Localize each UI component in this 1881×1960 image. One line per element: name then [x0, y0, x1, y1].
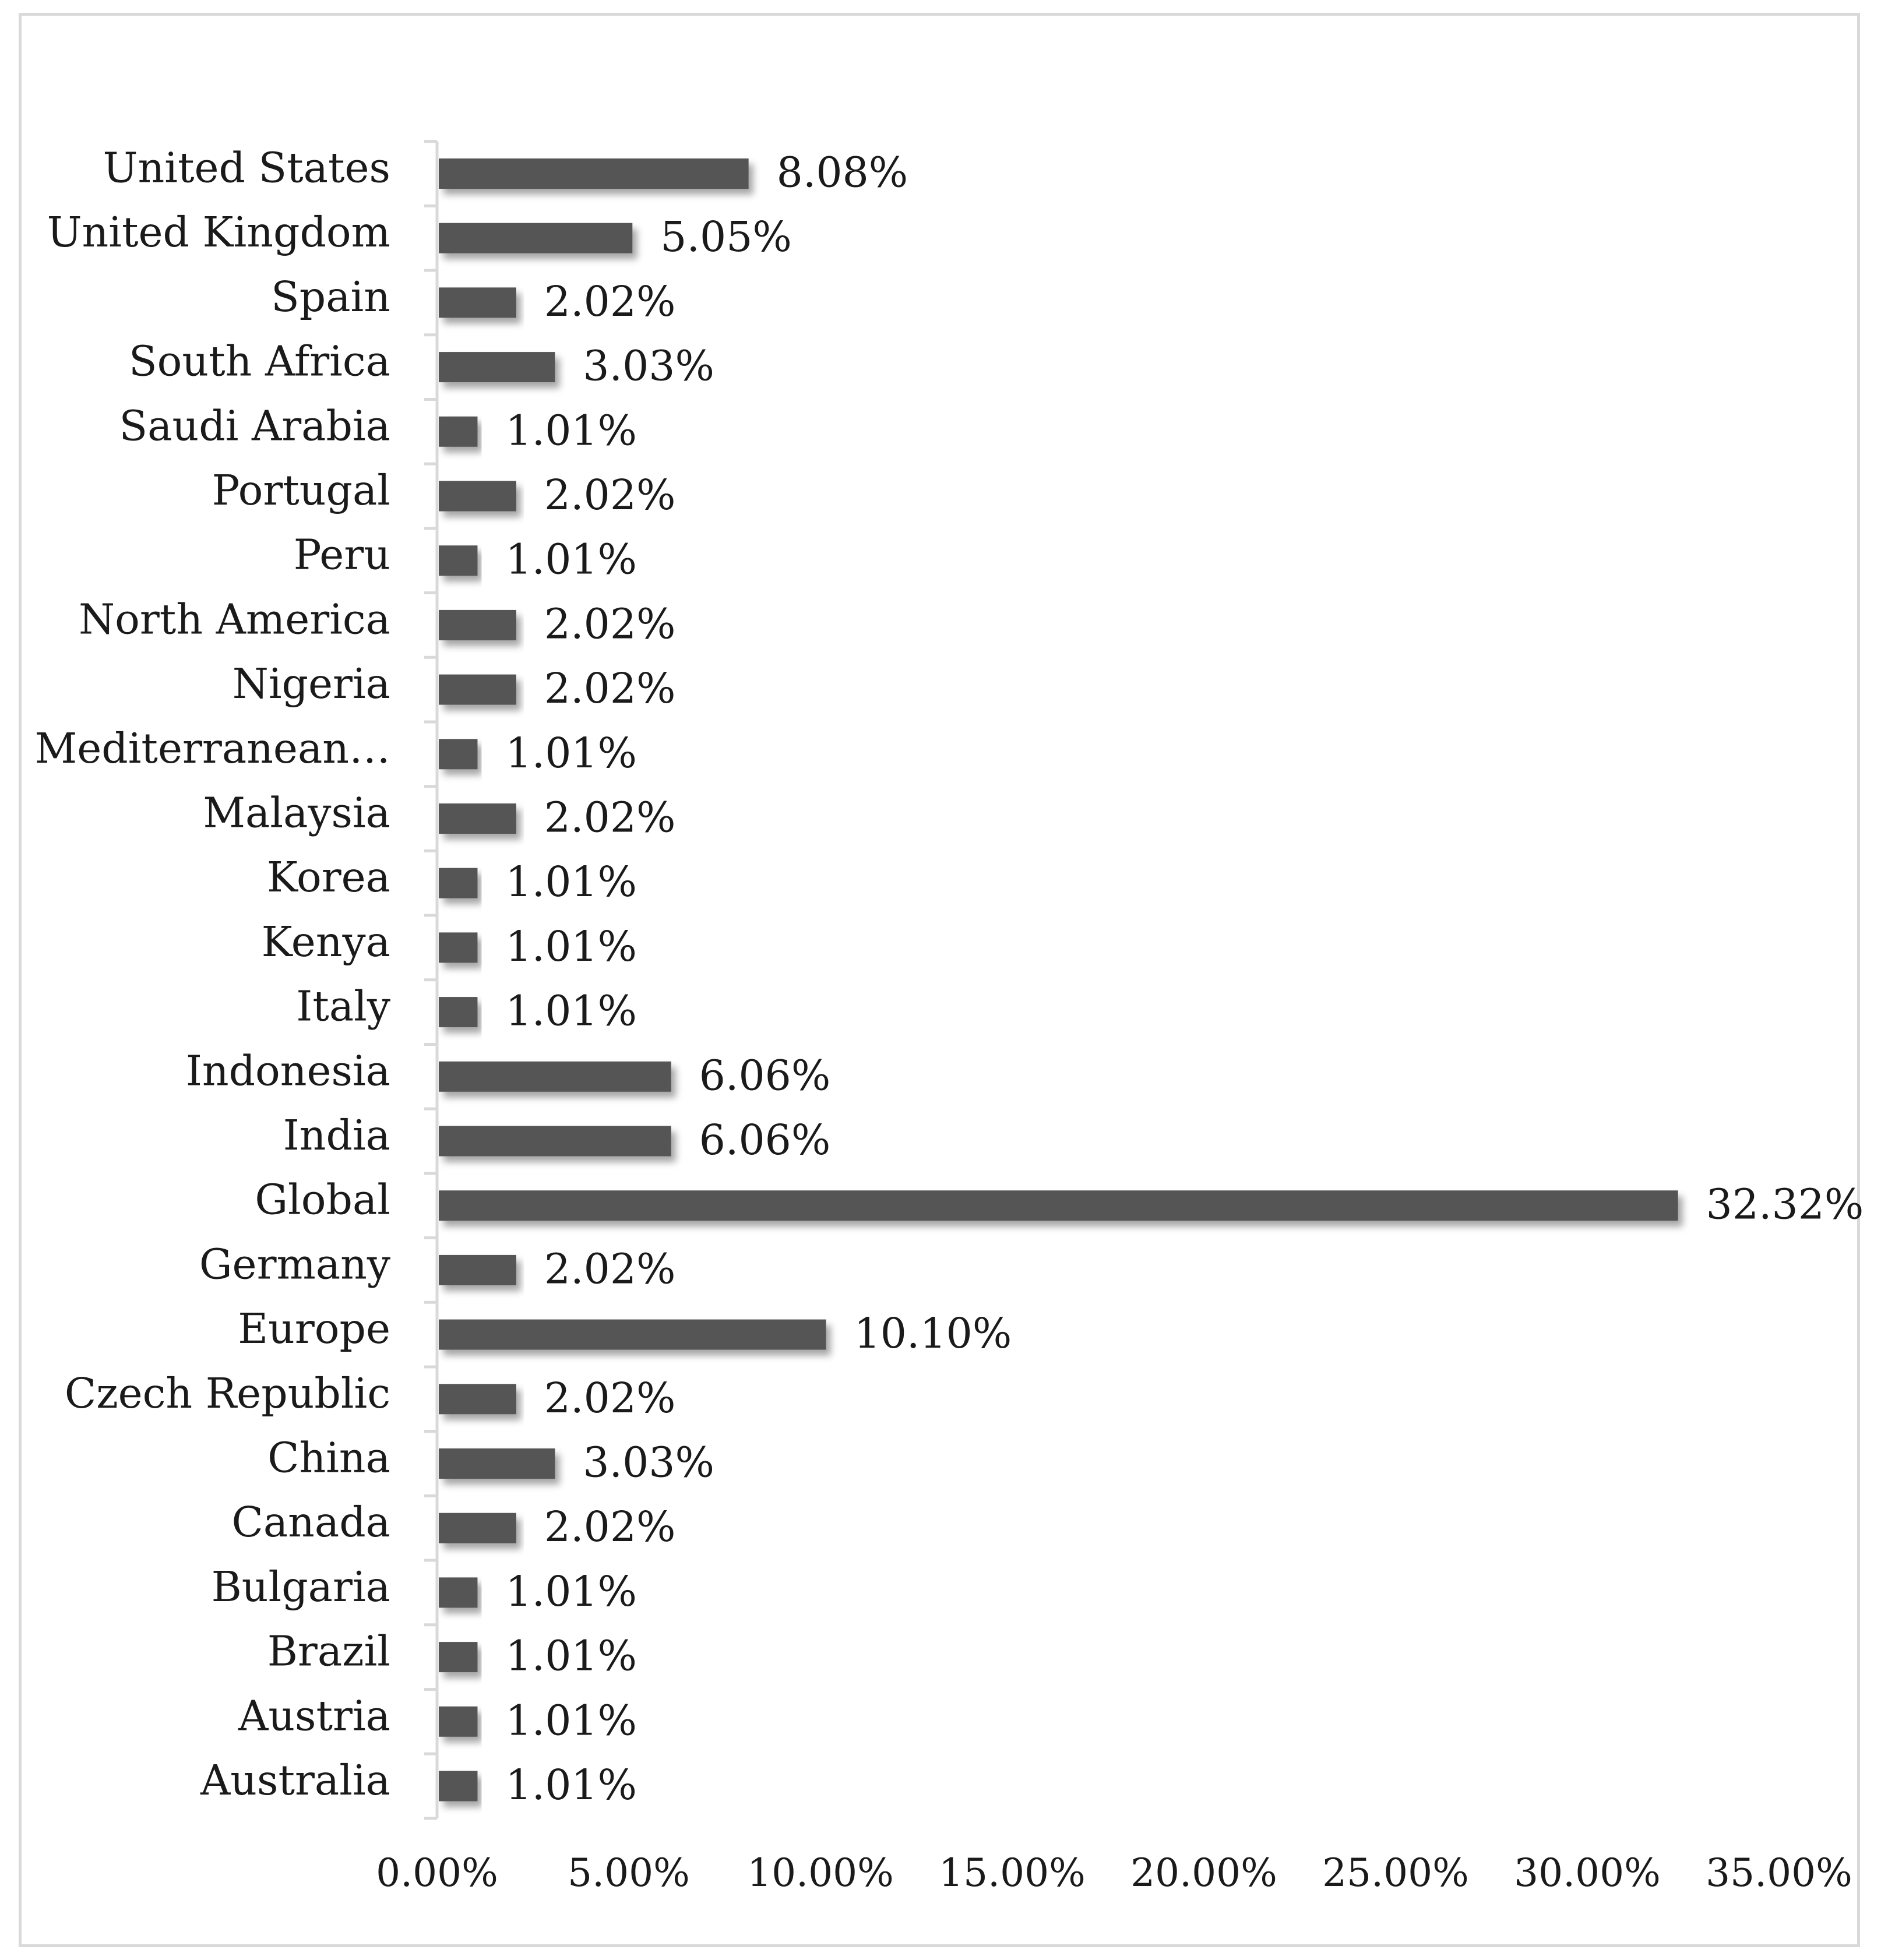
bar-south-africa: [439, 352, 555, 383]
category-label-global: Global: [255, 1176, 390, 1224]
bar-italy: [439, 997, 478, 1028]
x-tick-label: 30.00%: [1514, 1850, 1661, 1895]
category-label-kenya: Kenya: [262, 918, 390, 966]
data-label-austria: 1.01%: [505, 1696, 637, 1744]
x-tick-label: 35.00%: [1706, 1850, 1852, 1895]
data-label-australia: 1.01%: [505, 1761, 637, 1809]
bar-korea: [439, 868, 478, 898]
data-label-germany: 2.02%: [544, 1245, 676, 1293]
data-label-czech-republic: 2.02%: [544, 1374, 676, 1422]
bar-kenya: [439, 932, 478, 963]
bar-north-america: [439, 609, 516, 640]
category-label-australia: Australia: [200, 1756, 390, 1804]
category-label-spain: Spain: [271, 273, 390, 321]
category-label-saudi-arabia: Saudi Arabia: [119, 401, 390, 450]
data-label-nigeria: 2.02%: [544, 664, 676, 713]
bar-mediterranean: [439, 739, 478, 770]
category-label-peru: Peru: [294, 531, 390, 579]
x-tick-label: 20.00%: [1130, 1850, 1277, 1895]
category-label-united-kingdom: United Kingdom: [47, 208, 390, 256]
bar-global: [439, 1190, 1678, 1221]
data-label-italy: 1.01%: [505, 987, 637, 1035]
category-label-korea: Korea: [267, 853, 390, 901]
x-tick-label: 25.00%: [1322, 1850, 1469, 1895]
bar-indonesia: [439, 1061, 671, 1092]
data-label-canada: 2.02%: [544, 1503, 676, 1551]
bar-austria: [439, 1706, 478, 1737]
bar-malaysia: [439, 803, 516, 834]
bar-saudi-arabia: [439, 416, 478, 447]
x-tick-label: 15.00%: [939, 1850, 1086, 1895]
value-axis-ticks: 0.00% 5.00% 10.00% 15.00% 20.00% 25.00% 30.00%…: [376, 1850, 1852, 1895]
bar-peru: [439, 545, 478, 576]
data-label-europe: 10.10%: [854, 1309, 1012, 1358]
category-label-indonesia: Indonesia: [186, 1046, 390, 1095]
data-label-united-kingdom: 5.05%: [660, 213, 792, 261]
data-label-korea: 1.01%: [505, 858, 637, 906]
bar-australia: [439, 1771, 478, 1802]
data-label-spain: 2.02%: [544, 277, 676, 326]
bar-india: [439, 1126, 671, 1157]
data-label-malaysia: 2.02%: [544, 794, 676, 842]
data-label-saudi-arabia: 1.01%: [505, 406, 637, 454]
x-tick-label: 0.00%: [376, 1850, 498, 1895]
data-label-india: 6.06%: [699, 1116, 831, 1164]
data-label-brazil: 1.01%: [505, 1632, 637, 1680]
bar-brazil: [439, 1642, 478, 1673]
data-label-bulgaria: 1.01%: [505, 1567, 637, 1616]
category-label-south-africa: South Africa: [129, 337, 390, 386]
bar-spain: [439, 287, 516, 318]
data-label-peru: 1.01%: [505, 535, 637, 584]
x-tick-label: 10.00%: [747, 1850, 894, 1895]
bar-portugal: [439, 481, 516, 512]
data-label-china: 3.03%: [583, 1439, 714, 1487]
data-label-south-africa: 3.03%: [583, 342, 714, 390]
category-label-italy: Italy: [296, 982, 390, 1031]
category-label-bulgaria: Bulgaria: [212, 1563, 390, 1611]
category-label-china: China: [267, 1434, 390, 1482]
category-label-portugal: Portugal: [212, 466, 390, 514]
bar-czech-republic: [439, 1384, 516, 1415]
category-label-north-america: North America: [79, 595, 390, 643]
category-label-india: India: [283, 1111, 390, 1159]
category-label-europe: Europe: [238, 1305, 390, 1353]
category-label-nigeria: Nigeria: [233, 660, 390, 708]
x-tick-label: 5.00%: [568, 1850, 690, 1895]
category-label-mediterranean: Mediterranean…: [35, 724, 390, 773]
data-label-mediterranean: 1.01%: [505, 729, 637, 777]
data-label-north-america: 2.02%: [544, 600, 676, 648]
data-label-kenya: 1.01%: [505, 922, 637, 971]
bar-nigeria: [439, 674, 516, 705]
category-label-czech-republic: Czech Republic: [65, 1369, 390, 1418]
category-axis: [424, 140, 439, 1820]
category-label-brazil: Brazil: [267, 1627, 390, 1676]
bar-germany: [439, 1254, 516, 1285]
chart-frame: [19, 13, 1860, 1947]
data-label-portugal: 2.02%: [544, 471, 676, 519]
bar-europe: [439, 1319, 826, 1350]
bar-bulgaria: [439, 1577, 478, 1608]
bar-china: [439, 1448, 555, 1479]
labels-layer: United States 8.08% United Kingdom 5.05% Spa…: [35, 144, 1864, 1810]
category-label-canada: Canada: [232, 1498, 391, 1546]
category-label-germany: Germany: [199, 1240, 390, 1288]
category-label-austria: Austria: [238, 1691, 390, 1740]
bar-united-kingdom: [439, 223, 633, 253]
bar-canada: [439, 1513, 516, 1543]
data-label-global: 32.32%: [1706, 1180, 1864, 1229]
data-label-united-states: 8.08%: [777, 149, 908, 197]
category-label-united-states: United States: [103, 144, 390, 192]
category-label-malaysia: Malaysia: [203, 789, 390, 837]
bars-layer: [439, 158, 1678, 1802]
bar-united-states: [439, 158, 749, 189]
data-label-indonesia: 6.06%: [699, 1051, 831, 1099]
